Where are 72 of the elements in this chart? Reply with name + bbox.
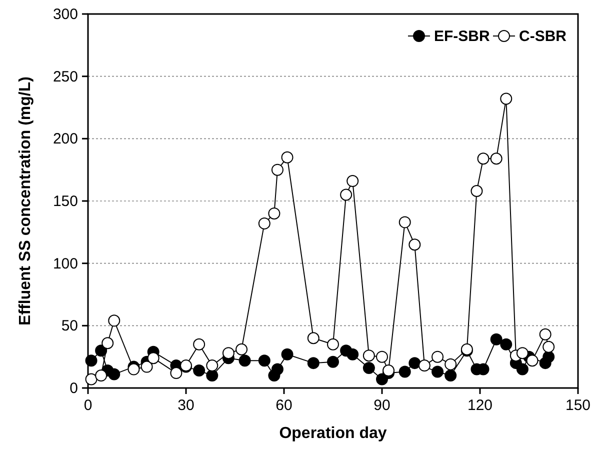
point	[516, 363, 528, 376]
point	[542, 350, 555, 363]
point	[398, 366, 411, 378]
point	[128, 363, 140, 376]
point	[432, 366, 444, 378]
point	[206, 360, 218, 372]
point	[95, 370, 108, 382]
y-tick-label: 0	[70, 380, 78, 397]
point	[108, 314, 120, 327]
point	[170, 367, 182, 380]
point	[271, 363, 284, 376]
point	[490, 333, 502, 346]
y-tick-label: 250	[52, 68, 78, 86]
legend-label: EF-SBR	[434, 28, 490, 45]
point	[539, 328, 552, 340]
x-tick-label: 90	[374, 397, 390, 414]
point	[268, 207, 280, 220]
legend-label: C-SBR	[519, 28, 567, 45]
x-tick-label: 120	[467, 397, 493, 414]
point	[102, 337, 114, 350]
point	[193, 338, 206, 350]
point	[327, 356, 339, 368]
point	[500, 338, 512, 350]
point	[140, 360, 153, 373]
y-tick-label: 50	[61, 318, 78, 335]
point	[222, 347, 234, 360]
point	[346, 348, 359, 360]
point	[281, 348, 294, 360]
y-tick-label: 150	[52, 193, 78, 210]
point	[85, 373, 98, 386]
point	[526, 354, 538, 367]
point	[271, 164, 284, 176]
x-tick-label: 60	[276, 397, 292, 414]
y-axis-title: Effluent SS concentration (mg/L)	[17, 76, 34, 326]
point	[408, 238, 421, 251]
point	[238, 354, 251, 367]
x-tick-label: 0	[84, 397, 92, 414]
point	[444, 358, 457, 370]
point	[376, 350, 388, 363]
x-axis-title: Operation day	[279, 425, 387, 442]
point	[307, 332, 320, 344]
x-tick-label: 30	[178, 397, 194, 414]
point	[500, 92, 512, 105]
point	[108, 368, 120, 380]
x-tick-label: 150	[565, 397, 591, 414]
point	[470, 185, 483, 198]
point	[418, 360, 430, 372]
point	[516, 347, 528, 360]
point	[477, 152, 490, 165]
point	[362, 362, 375, 374]
point	[346, 175, 359, 188]
point	[398, 216, 411, 228]
y-tick-label: 300	[52, 6, 78, 23]
point	[206, 370, 218, 382]
point	[85, 354, 98, 367]
point	[362, 350, 375, 362]
point	[327, 338, 339, 350]
point	[340, 188, 352, 201]
point	[382, 364, 395, 377]
point	[490, 152, 502, 165]
point	[258, 217, 270, 230]
point	[281, 151, 294, 164]
point	[307, 357, 320, 370]
point	[236, 343, 248, 356]
point	[408, 357, 421, 370]
y-tick-label: 100	[52, 255, 78, 272]
y-tick-label: 200	[52, 130, 78, 148]
point	[432, 350, 444, 363]
point	[193, 364, 206, 377]
point	[147, 352, 160, 364]
point	[258, 354, 270, 367]
point	[444, 370, 457, 382]
